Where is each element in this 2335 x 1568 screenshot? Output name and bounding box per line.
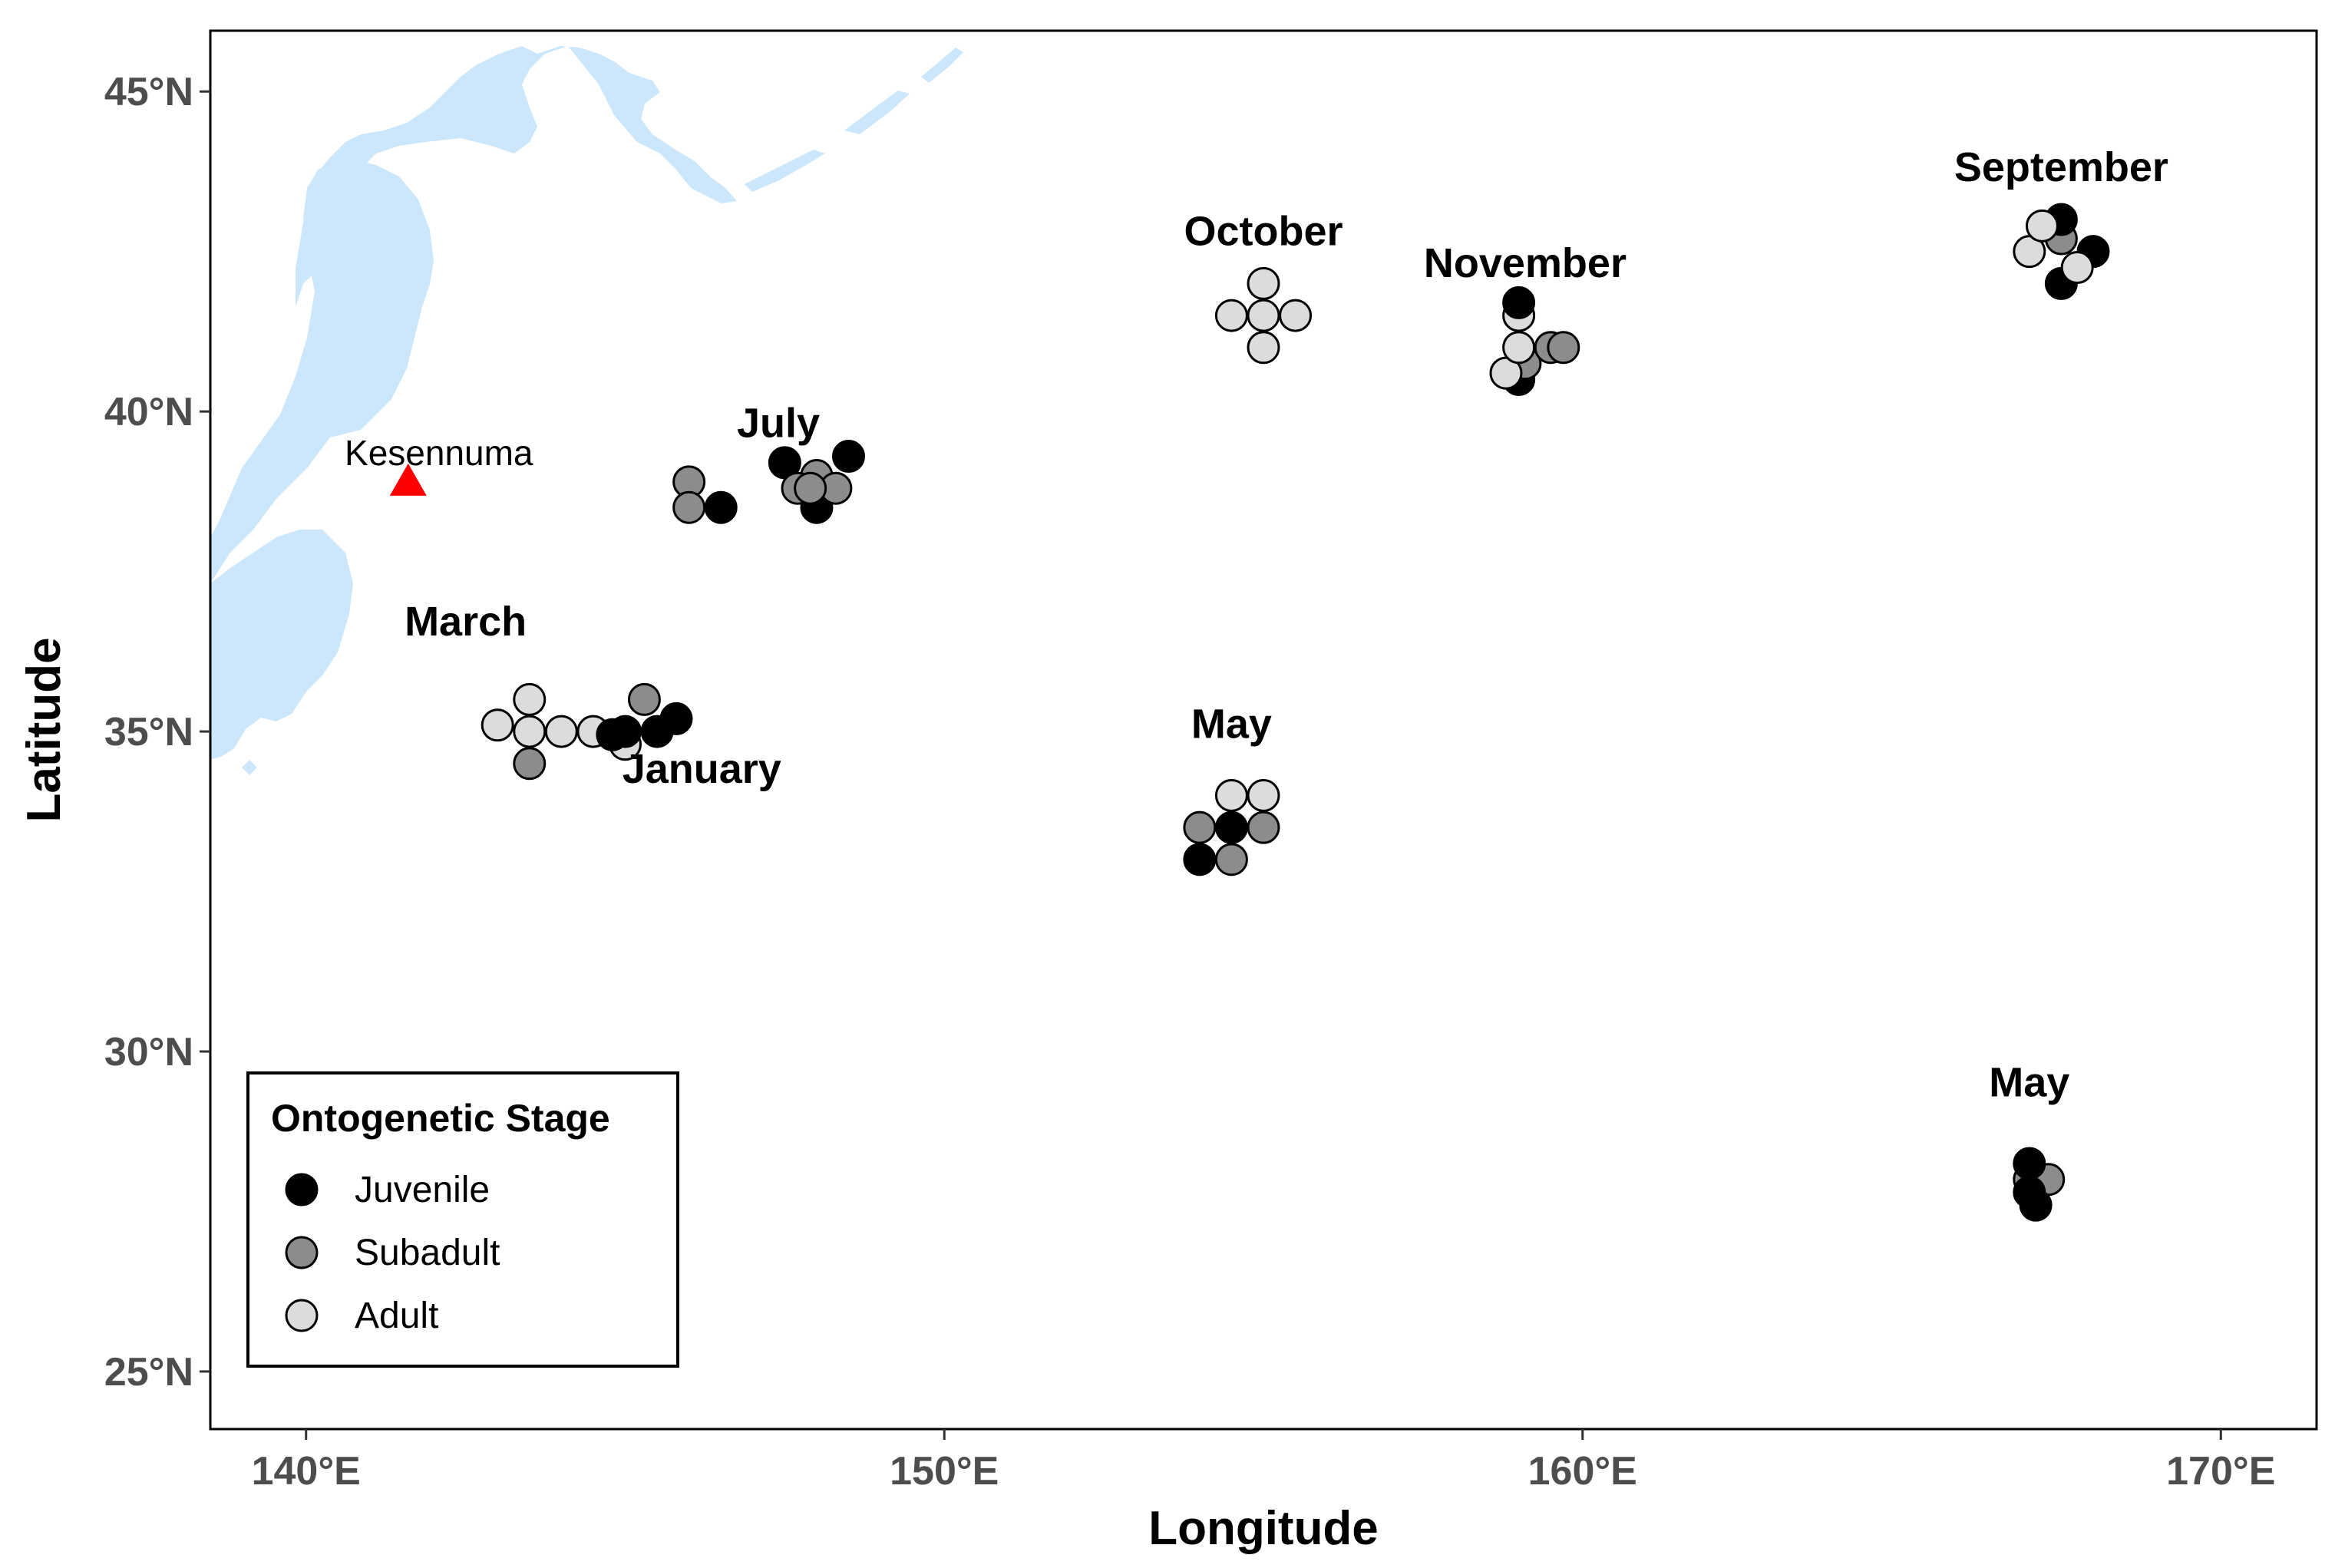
legend-juvenile-label: Juvenile (355, 1170, 490, 1210)
kanto-coast-landmass (210, 530, 353, 760)
point-adult-25 (1279, 299, 1313, 332)
y-tick-label-25: 25°N (104, 1350, 193, 1395)
legend-box (246, 1071, 679, 1368)
land-layer (210, 46, 963, 775)
point-juvenile-14 (704, 490, 738, 524)
month-label-may-3: May (1191, 701, 1272, 747)
point-subadult-2 (627, 682, 661, 716)
kuril-islands (745, 48, 963, 192)
honshu-landmass (210, 161, 434, 583)
month-label-november-5: November (1424, 240, 1627, 286)
point-subadult-21 (794, 471, 827, 505)
legend-adult-swatch (285, 1299, 319, 1332)
point-adult-48 (2060, 251, 2094, 285)
point-adult-7 (481, 708, 514, 742)
x-tick-label-150: 150°E (890, 1449, 999, 1494)
point-adult-23 (1214, 299, 1248, 332)
x-axis-title: Longitude (1148, 1502, 1379, 1555)
point-juvenile-51 (2013, 1147, 2046, 1180)
legend-title: Ontogenetic Stage (271, 1097, 610, 1140)
point-juvenile-16 (832, 440, 866, 474)
hokkaido-landmass (296, 46, 737, 307)
y-axis: 25°N 30°N 35°N 40°N 45°N (104, 70, 210, 1395)
kesennuma-label: Kesennuma (345, 433, 533, 473)
point-adult-26 (1247, 331, 1280, 365)
y-axis-title: Latitude (18, 637, 71, 822)
point-adult-28 (1247, 778, 1280, 812)
point-subadult-30 (1247, 810, 1280, 844)
legend-adult-label: Adult (355, 1296, 438, 1336)
legend: Ontogenetic Stage Juvenile Subadult Adul… (246, 1071, 679, 1368)
point-subadult-11 (513, 747, 547, 781)
month-label-may-7: May (1989, 1059, 2069, 1105)
month-label-october-4: October (1184, 208, 1343, 254)
x-tick-label-160: 160°E (1528, 1449, 1637, 1494)
point-juvenile-53 (2019, 1188, 2053, 1222)
x-axis: 140°E 150°E 160°E 170°E (252, 1429, 2275, 1494)
point-adult-22 (1247, 266, 1280, 300)
izu-islet (242, 760, 257, 775)
point-adult-9 (513, 715, 547, 748)
point-juvenile-41 (1502, 286, 1536, 319)
month-label-march-0: March (405, 599, 527, 645)
point-subadult-29 (1183, 810, 1217, 844)
month-label-july-2: July (737, 401, 820, 447)
point-adult-10 (544, 715, 578, 748)
point-juvenile-32 (1214, 810, 1248, 844)
month-label-january-1: January (623, 746, 781, 792)
y-tick-label-30: 30°N (104, 1030, 193, 1074)
point-juvenile-33 (1183, 843, 1217, 876)
points-layer (481, 203, 2110, 1222)
x-tick-label-140: 140°E (252, 1449, 361, 1494)
point-adult-40 (1502, 331, 1536, 365)
point-adult-27 (1214, 778, 1248, 812)
y-tick-label-40: 40°N (104, 390, 193, 434)
marker-layer: Kesennuma (345, 433, 533, 496)
x-tick-label-170: 170°E (2166, 1449, 2275, 1494)
point-subadult-37 (1547, 331, 1580, 365)
legend-juvenile-swatch (285, 1173, 319, 1207)
kesennuma-triangle-marker (389, 463, 427, 496)
legend-subadult-label: Subadult (355, 1233, 500, 1273)
month-labels: March January July May October November Septem… (405, 144, 2168, 1105)
y-tick-label-45: 45°N (104, 70, 193, 114)
point-juvenile-4 (608, 715, 642, 748)
point-adult-47 (2025, 209, 2059, 243)
point-adult-24 (1247, 299, 1280, 332)
month-label-september-6: September (1954, 144, 2168, 190)
legend-subadult-swatch (285, 1236, 319, 1269)
point-subadult-31 (1214, 843, 1248, 876)
point-juvenile-6 (659, 701, 693, 735)
y-tick-label-35: 35°N (104, 710, 193, 754)
point-adult-8 (513, 682, 547, 716)
plot-border (209, 29, 2318, 1431)
point-subadult-13 (672, 490, 706, 524)
